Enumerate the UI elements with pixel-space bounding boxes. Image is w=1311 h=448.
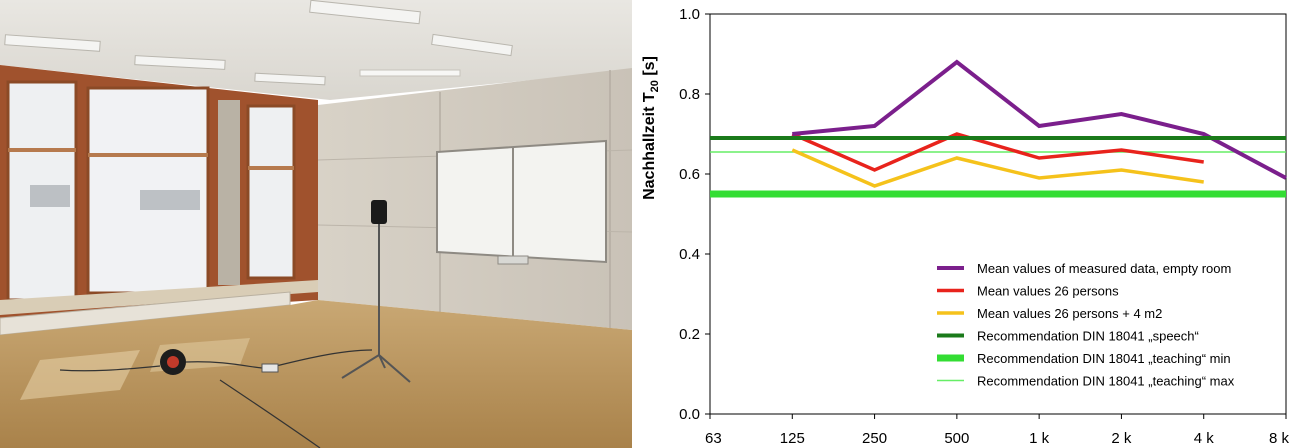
x-tick-label: 1 k	[1029, 430, 1050, 447]
x-tick-label: 125	[780, 430, 805, 447]
ceiling	[0, 0, 632, 100]
plot-area: 0.0 0.2 0.4 0.6 0.8 1.0 63 125 250 500 1 k 2 k 4 k 8 …	[679, 6, 1289, 447]
window-pane	[246, 104, 296, 280]
legend-label: Mean values of measured data, empty room	[977, 261, 1231, 276]
y-tick-label: 0.6	[679, 166, 700, 183]
ceiling-light	[359, 69, 461, 77]
classroom-photo	[0, 0, 632, 448]
y-axis-title: Nachhallzeit T20 [s]	[641, 56, 661, 200]
x-tick-label: 500	[944, 430, 969, 447]
x-tick-label: 4 k	[1194, 430, 1215, 447]
legend-label: Mean values 26 persons	[977, 284, 1119, 299]
y-tick-label: 0.2	[679, 326, 700, 343]
x-tick-label: 250	[862, 430, 887, 447]
series-line	[791, 148, 1204, 188]
series-line	[791, 132, 1204, 172]
x-tick-label: 2 k	[1111, 430, 1132, 447]
window-sill	[0, 280, 318, 315]
y-tick-label: 1.0	[679, 6, 700, 23]
y-axis-title-main: Nachhallzeit T	[641, 92, 658, 200]
ceiling-light	[309, 0, 421, 25]
loudspeaker	[371, 200, 387, 224]
x-tick-label: 8 k	[1269, 430, 1290, 447]
reverberation-chart: Nachhallzeit T20 [s] 0.0 0.2 0.4 0.6 0.8 1.0 6…	[641, 6, 1289, 447]
y-tick-label: 0.8	[679, 86, 700, 103]
legend-label: Recommendation DIN 18041 „speech“	[977, 329, 1199, 344]
whiteboard	[436, 139, 607, 264]
y-tick-label: 0.4	[679, 246, 700, 263]
x-tick-label: 63	[705, 430, 722, 447]
ceiling-light	[431, 33, 513, 57]
y-axis-title-unit: [s]	[641, 56, 658, 80]
y-axis-title-sub: 20	[649, 80, 661, 92]
ceiling-light	[4, 34, 101, 52]
svg-text:Nachhallzeit T20 [s]: Nachhallzeit T20 [s]	[641, 56, 661, 200]
ceiling-light	[254, 72, 326, 86]
plot-frame	[709, 13, 1287, 415]
legend-label: Recommendation DIN 18041 „teaching“ max	[977, 374, 1235, 389]
legend-label: Recommendation DIN 18041 „teaching“ min	[977, 351, 1231, 366]
y-tick-label: 0.0	[679, 406, 700, 423]
legend-label: Mean values 26 persons + 4 m2	[977, 306, 1162, 321]
series-line	[792, 59, 1287, 180]
floor	[0, 300, 632, 448]
ceiling-light	[134, 55, 226, 70]
